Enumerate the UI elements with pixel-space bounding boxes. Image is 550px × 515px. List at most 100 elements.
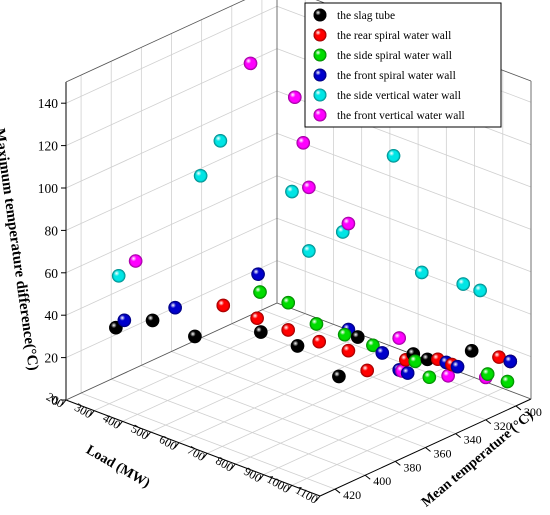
point-the-slag-tube-shade bbox=[254, 325, 268, 339]
point-the-front-vertical-water-wall-shade bbox=[302, 180, 316, 195]
point-the-front-vertical-water-wall-shade bbox=[441, 368, 455, 383]
z-tick-label: 100 bbox=[38, 181, 59, 196]
legend-label: the side spiral water wall bbox=[337, 50, 452, 62]
point-the-front-spiral-water-wall-shade bbox=[503, 354, 518, 369]
point-the-slag-tube-shade bbox=[332, 369, 346, 384]
y-tick-mark bbox=[364, 474, 371, 480]
point-the-side-spiral-water-wall-shade bbox=[337, 327, 352, 342]
back-wall-gridline bbox=[276, 217, 532, 315]
point-the-rear-spiral-water-wall-shade bbox=[216, 298, 231, 313]
legend-marker-shade bbox=[313, 28, 327, 42]
floor-gridline bbox=[231, 323, 486, 421]
y-tick-mark bbox=[425, 447, 431, 452]
z-tick-label: 60 bbox=[45, 266, 59, 281]
legend-label: the side vertical water wall bbox=[337, 90, 461, 102]
legend-marker-shade bbox=[313, 48, 327, 62]
back-wall-gridline bbox=[276, 260, 532, 357]
floor-gridline bbox=[80, 392, 336, 490]
side-wall-gridline bbox=[65, 5, 278, 104]
side-wall-gridline bbox=[65, 217, 278, 316]
x-tick-mark bbox=[287, 485, 293, 491]
legend-marker-shade bbox=[313, 68, 327, 82]
box-edge bbox=[65, 302, 278, 401]
x-axis-line bbox=[65, 399, 321, 497]
legend-label: the rear spiral water wall bbox=[337, 30, 451, 42]
x-tick-mark bbox=[315, 495, 321, 502]
side-wall-gridline bbox=[65, 90, 278, 189]
z-tick-label: 80 bbox=[45, 223, 59, 238]
point-the-side-vertical-water-wall-shade bbox=[111, 269, 126, 283]
point-the-side-spiral-water-wall-shade bbox=[309, 317, 324, 331]
z-tick-label: 120 bbox=[38, 139, 59, 154]
side-wall-gridline bbox=[65, 133, 278, 231]
y-tick-mark bbox=[455, 433, 461, 439]
point-the-front-vertical-water-wall-shade bbox=[128, 254, 143, 268]
x-tick-label: 1000 bbox=[264, 472, 292, 496]
y-tick-label: 360 bbox=[434, 447, 452, 461]
point-the-side-spiral-water-wall-shade bbox=[281, 295, 296, 310]
point-the-side-vertical-water-wall-shade bbox=[193, 168, 208, 183]
data-points bbox=[109, 56, 518, 389]
z-tick-label: 140 bbox=[38, 96, 59, 111]
point-the-side-vertical-water-wall-shade bbox=[285, 184, 299, 199]
y-tick-label: 320 bbox=[494, 419, 512, 433]
side-wall-gridline bbox=[65, 175, 278, 274]
y-tick-mark bbox=[515, 405, 522, 411]
floor-gridline bbox=[141, 364, 396, 462]
legend-label: the front spiral water wall bbox=[337, 70, 456, 82]
x-tick-mark bbox=[89, 410, 95, 416]
point-the-side-spiral-water-wall-shade bbox=[500, 374, 515, 389]
y-tick-label: 340 bbox=[464, 433, 482, 447]
x-tick-mark bbox=[230, 463, 236, 470]
point-the-front-vertical-water-wall-shade bbox=[287, 90, 302, 105]
legend-marker-shade bbox=[313, 88, 327, 102]
point-the-side-spiral-water-wall-shade bbox=[366, 338, 380, 353]
point-the-side-spiral-water-wall-shade bbox=[253, 285, 267, 299]
point-the-side-spiral-water-wall-shade bbox=[480, 367, 495, 381]
x-tick-mark bbox=[61, 399, 67, 406]
box-edge bbox=[65, 0, 246, 83]
point-the-rear-spiral-water-wall-shade bbox=[492, 350, 506, 364]
point-the-slag-tube-shade bbox=[420, 352, 435, 367]
point-the-rear-spiral-water-wall-shade bbox=[341, 343, 356, 358]
x-tick-mark bbox=[259, 474, 264, 480]
legend-label: the front vertical water wall bbox=[337, 110, 465, 122]
point-the-rear-spiral-water-wall-shade bbox=[360, 363, 374, 378]
point-the-front-spiral-water-wall-shade bbox=[400, 366, 415, 380]
x-tick-mark bbox=[174, 442, 180, 448]
point-the-side-vertical-water-wall-shade bbox=[213, 134, 228, 148]
z-tick-label: 20 bbox=[45, 351, 59, 366]
x-tick-label: 1100 bbox=[293, 483, 320, 507]
point-the-front-vertical-water-wall-shade bbox=[296, 136, 311, 150]
floor-gridline bbox=[261, 309, 517, 407]
x-tick-mark bbox=[202, 453, 208, 459]
point-the-front-spiral-water-wall-shade bbox=[450, 359, 465, 374]
legend-label: the slag tube bbox=[337, 10, 395, 22]
point-the-side-vertical-water-wall-shade bbox=[456, 277, 471, 291]
legend-box bbox=[304, 2, 502, 128]
legend-marker-shade bbox=[313, 8, 327, 22]
point-the-front-spiral-water-wall-shade bbox=[251, 267, 265, 281]
point-the-front-vertical-water-wall-shade bbox=[341, 216, 356, 231]
y-tick-mark bbox=[485, 419, 492, 425]
y-tick-label: 380 bbox=[403, 460, 421, 474]
point-the-front-spiral-water-wall-shade bbox=[375, 346, 390, 360]
floor-gridline bbox=[171, 351, 426, 448]
point-the-slag-tube-shade bbox=[145, 313, 160, 328]
point-the-side-spiral-water-wall-shade bbox=[408, 354, 423, 369]
floor-gridline bbox=[111, 378, 366, 476]
floor-gridline bbox=[201, 337, 456, 435]
x-tick-mark bbox=[146, 431, 152, 438]
y-tick-label: 420 bbox=[343, 488, 361, 502]
point-the-slag-tube-shade bbox=[464, 344, 479, 358]
point-the-side-vertical-water-wall-shade bbox=[473, 283, 487, 298]
legend-marker-shade bbox=[313, 108, 327, 122]
point-the-rear-spiral-water-wall-shade bbox=[250, 311, 264, 326]
point-the-rear-spiral-water-wall-shade bbox=[281, 323, 295, 337]
point-the-slag-tube-shade bbox=[188, 329, 202, 344]
x-tick-label: 200 bbox=[44, 389, 67, 410]
point-the-side-vertical-water-wall-shade bbox=[386, 148, 401, 163]
y-tick-mark bbox=[334, 488, 341, 494]
z-tick-label: 0 bbox=[51, 393, 58, 408]
z-axis-title: Maximum temperature difference(°C) bbox=[0, 127, 41, 371]
